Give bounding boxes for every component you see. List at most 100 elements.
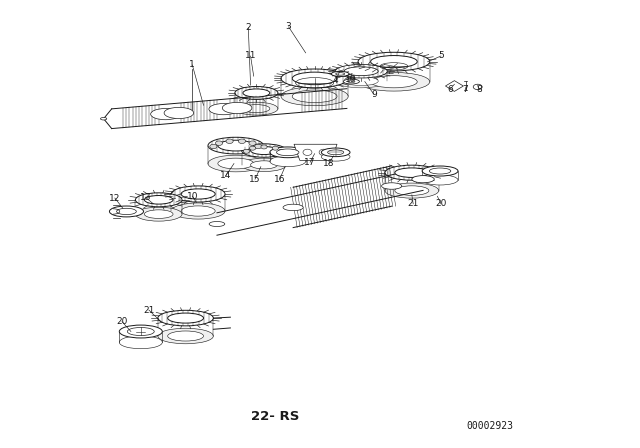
Ellipse shape [281,87,348,106]
Ellipse shape [371,56,417,68]
Ellipse shape [226,139,233,143]
Ellipse shape [261,145,267,149]
Ellipse shape [181,206,215,216]
Text: 14: 14 [220,171,232,180]
Ellipse shape [235,86,278,99]
Text: 6: 6 [447,85,452,94]
Ellipse shape [283,204,303,211]
Ellipse shape [222,102,252,114]
Ellipse shape [381,183,402,189]
Ellipse shape [412,176,435,183]
Polygon shape [294,144,337,160]
Ellipse shape [100,117,107,120]
Ellipse shape [292,90,337,103]
Ellipse shape [371,76,417,88]
Ellipse shape [281,69,348,88]
Ellipse shape [168,331,204,341]
Ellipse shape [145,195,173,204]
Ellipse shape [332,71,349,77]
Text: 21: 21 [408,199,419,208]
Text: 5: 5 [438,52,444,60]
Ellipse shape [127,327,154,336]
Ellipse shape [119,336,163,349]
Ellipse shape [422,175,458,185]
Ellipse shape [164,108,194,119]
Ellipse shape [422,166,458,176]
Ellipse shape [243,104,270,112]
Text: 12: 12 [109,194,120,202]
Ellipse shape [119,325,163,338]
Ellipse shape [116,208,136,215]
Ellipse shape [136,207,182,221]
Ellipse shape [249,141,256,146]
Ellipse shape [136,193,182,207]
Ellipse shape [172,186,225,202]
Text: 2: 2 [246,23,251,32]
Ellipse shape [328,150,344,155]
Ellipse shape [181,189,215,199]
Text: 17: 17 [305,158,316,167]
Ellipse shape [145,210,173,219]
Ellipse shape [158,328,213,344]
Ellipse shape [251,146,278,155]
Text: 19: 19 [345,75,356,84]
Ellipse shape [348,81,355,82]
Ellipse shape [321,152,350,161]
Ellipse shape [243,149,250,153]
Ellipse shape [292,72,337,85]
Ellipse shape [218,158,253,169]
Ellipse shape [150,108,180,120]
Ellipse shape [255,144,262,149]
Ellipse shape [216,141,223,146]
Ellipse shape [358,73,430,91]
Text: 10: 10 [187,192,198,201]
Ellipse shape [208,137,264,154]
Text: 15: 15 [250,175,260,184]
Ellipse shape [344,77,378,86]
Ellipse shape [278,149,285,153]
Ellipse shape [238,139,246,143]
Ellipse shape [242,144,287,157]
Ellipse shape [335,73,344,75]
Ellipse shape [235,102,278,115]
Ellipse shape [242,158,287,172]
Ellipse shape [276,149,299,155]
Text: 18: 18 [323,159,335,168]
Text: 20: 20 [435,199,447,208]
Ellipse shape [473,84,482,90]
Text: 3: 3 [286,22,291,31]
Text: 1: 1 [189,60,195,69]
Ellipse shape [251,161,278,169]
Ellipse shape [270,156,306,167]
Ellipse shape [344,67,378,76]
Ellipse shape [343,79,360,84]
Text: 9: 9 [371,90,376,99]
Text: 8: 8 [476,85,482,94]
Ellipse shape [109,206,143,217]
Ellipse shape [395,168,429,177]
Ellipse shape [358,52,430,71]
Text: 20: 20 [116,317,127,326]
Ellipse shape [270,147,306,158]
Ellipse shape [319,149,328,155]
Ellipse shape [385,165,438,180]
Text: 16: 16 [274,175,285,184]
Text: 21: 21 [143,306,154,314]
Ellipse shape [321,148,350,157]
Ellipse shape [209,221,225,227]
Text: 22- RS: 22- RS [251,410,300,423]
Ellipse shape [250,146,256,150]
Ellipse shape [335,65,387,78]
Ellipse shape [172,203,225,219]
Ellipse shape [209,103,239,115]
Ellipse shape [243,89,270,97]
Text: 00002923: 00002923 [467,421,514,431]
Ellipse shape [429,168,451,174]
Ellipse shape [158,310,213,326]
Text: 4: 4 [333,76,339,85]
Ellipse shape [272,146,278,150]
Ellipse shape [395,186,429,195]
Ellipse shape [385,183,438,198]
Ellipse shape [208,155,264,172]
Text: 13: 13 [140,193,151,202]
